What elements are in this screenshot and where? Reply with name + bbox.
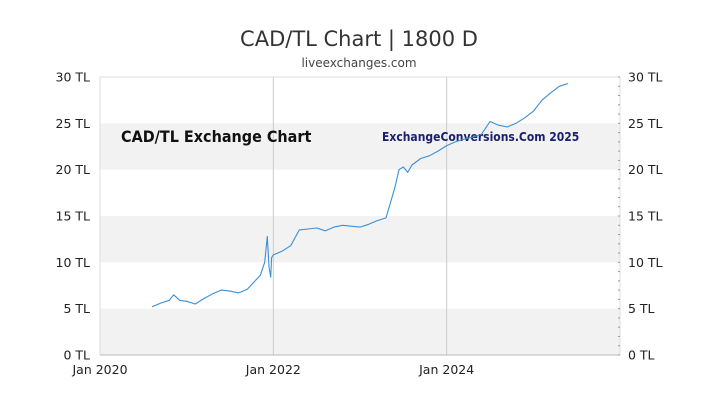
vertical-gridlines [272,77,448,355]
chart-subtitle: liveexchanges.com [301,56,416,70]
y-axis-left: 0 TL 5 TL 10 TL 15 TL 20 TL 25 TL 30 TL [56,70,91,363]
annotation-left: CAD/TL Exchange Chart [121,127,311,146]
y-tick-label-left: 15 TL [56,209,91,224]
y-tick-label-right: 30 TL [628,70,663,85]
plot-bands [100,123,620,355]
y-tick-label-left: 25 TL [56,116,91,131]
x-tick-label: Jan 2020 [71,362,127,377]
y-tick-label-right: 25 TL [628,116,663,131]
chart-title: CAD/TL Chart | 1800 D [240,27,478,52]
y-tick-label-left: 5 TL [63,301,90,316]
x-tick-label: Jan 2022 [245,362,301,377]
y-axis-right: 0 TL 5 TL 10 TL 15 TL 20 TL 25 TL 30 TL [628,70,663,363]
y-tick-label-right: 20 TL [628,162,663,177]
y-tick-label-right: 10 TL [628,255,663,270]
y-tick-label-right: 0 TL [628,348,655,363]
x-axis: Jan 2020 Jan 2022 Jan 2024 [71,362,474,377]
band-0-5 [100,308,620,355]
band-20-25 [100,123,620,170]
y-tick-label-right: 15 TL [628,209,663,224]
right-minor-ticks [618,76,620,356]
y-tick-label-left: 20 TL [56,162,91,177]
annotation-right: ExchangeConversions.Com 2025 [382,130,579,144]
band-10-15 [100,216,620,263]
x-tick-label: Jan 2024 [418,362,474,377]
y-tick-label-left: 0 TL [63,348,90,363]
series-line-cad-tl [151,82,569,308]
y-tick-label-right: 5 TL [628,301,655,316]
y-tick-label-left: 10 TL [56,255,91,270]
y-tick-label-left: 30 TL [56,70,91,85]
